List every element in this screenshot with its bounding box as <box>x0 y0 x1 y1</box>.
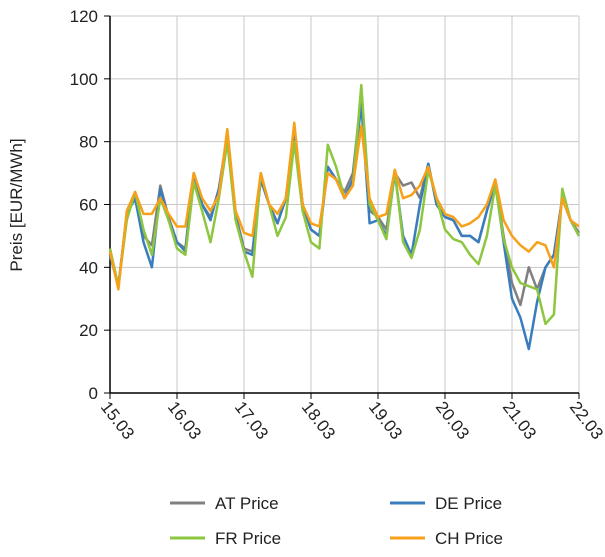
y-tick-label: 120 <box>70 7 98 26</box>
y-tick-label: 40 <box>79 258 98 277</box>
y-tick-label: 60 <box>79 196 98 215</box>
y-tick-label: 0 <box>89 384 98 403</box>
x-tick-label: 16.03 <box>164 398 205 443</box>
y-tick-label: 80 <box>79 133 98 152</box>
y-axis-label: Preis [EUR/MWh] <box>7 138 26 271</box>
x-tick-label: 15.03 <box>97 398 138 443</box>
x-tick-label: 17.03 <box>231 398 272 443</box>
x-tick-label: 21.03 <box>499 398 540 443</box>
x-tick-label: 22.03 <box>566 398 605 443</box>
x-tick-label: 18.03 <box>298 398 339 443</box>
legend-label: DE Price <box>435 494 502 513</box>
y-tick-label: 100 <box>70 70 98 89</box>
x-tick-label: 20.03 <box>432 398 473 443</box>
y-tick-label: 20 <box>79 321 98 340</box>
x-tick-label: 19.03 <box>365 398 406 443</box>
series-line <box>108 121 580 291</box>
legend-label: FR Price <box>215 529 281 548</box>
legend-label: CH Price <box>435 529 503 548</box>
legend-label: AT Price <box>215 494 279 513</box>
